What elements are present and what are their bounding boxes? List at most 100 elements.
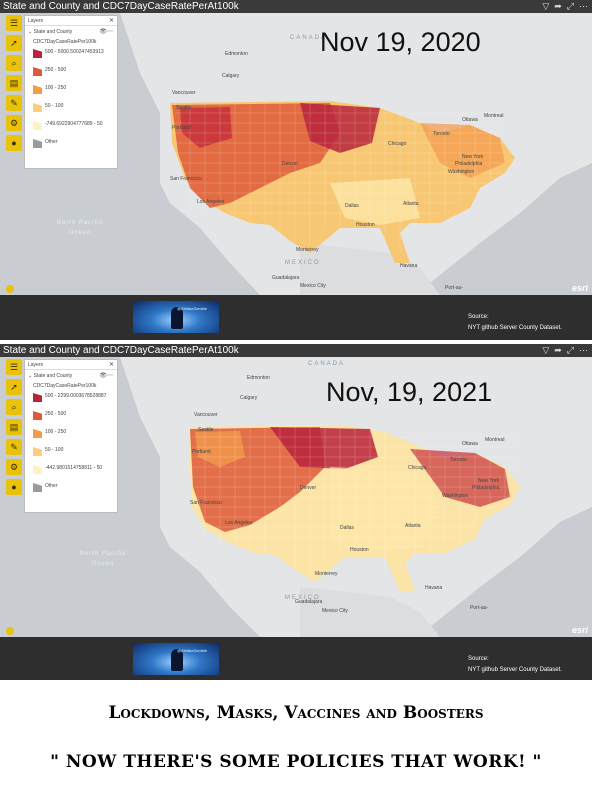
- layers-list-icon[interactable]: ☰: [6, 359, 22, 375]
- city-label: Seattle: [198, 427, 214, 433]
- source-value: NYT github Server County Dataset.: [468, 667, 562, 673]
- map-canvas-2021: [120, 357, 592, 637]
- layers-header: Layers ✕: [25, 360, 117, 370]
- visibility-icon[interactable]: 👁⋯: [99, 373, 113, 379]
- more-icon[interactable]: ⋯: [579, 1, 588, 11]
- city-label: Ottawa: [462, 441, 478, 447]
- filter-icon[interactable]: ▽: [542, 1, 550, 11]
- source-label: Source:: [468, 314, 489, 320]
- app-title: State and County and CDC7DayCaseRatePerA…: [3, 1, 239, 12]
- city-label: Monterrey: [315, 571, 338, 577]
- app-title-bar: State and County and CDC7DayCaseRatePerA…: [0, 0, 592, 13]
- settings-icon[interactable]: ⚙: [6, 459, 22, 475]
- city-label: Mexico City: [300, 283, 326, 289]
- city-label: Ottawa: [462, 117, 478, 123]
- city-label: Montreal: [484, 113, 504, 119]
- city-label: Denver: [282, 161, 299, 167]
- legend-label: 500 - 5000.500247453913: [45, 49, 104, 55]
- legend-label: 500 - 2299.0003678528887: [45, 393, 107, 399]
- legend-icon[interactable]: ▤: [6, 75, 22, 91]
- legend-label: 50 - 100: [45, 447, 64, 453]
- legend-item: 50 - 100: [25, 101, 117, 119]
- search-icon[interactable]: ⌕: [6, 399, 22, 415]
- map-view[interactable]: CANADA MEXICO North Pacific Ocean Edmont…: [0, 357, 592, 637]
- legend-item: 100 - 250: [25, 427, 117, 445]
- east-zone: [420, 123, 505, 178]
- layer-name: State and County: [33, 373, 73, 379]
- layer-row[interactable]: ⌄ State and County 👁⋯: [25, 370, 117, 381]
- close-icon[interactable]: ✕: [108, 18, 114, 24]
- visibility-icon[interactable]: 👁⋯: [99, 29, 113, 35]
- filter-icon[interactable]: ▽: [542, 345, 550, 355]
- city-label: Denver: [300, 485, 317, 491]
- county-grid: [192, 427, 515, 582]
- layers-header: Layers ✕: [25, 16, 117, 26]
- select-icon[interactable]: ➚: [6, 35, 22, 51]
- expand-icon[interactable]: ⤢: [566, 345, 574, 355]
- legend-label: -442.9801514758811 - 50: [45, 465, 103, 471]
- locate-icon[interactable]: [6, 285, 14, 293]
- search-icon[interactable]: ⌕: [6, 55, 22, 71]
- select-icon[interactable]: ➚: [6, 379, 22, 395]
- legend-item: 500 - 2299.0003678528887: [25, 391, 117, 409]
- legend-swatch: [33, 67, 42, 76]
- settings-icon[interactable]: ⚙: [6, 115, 22, 131]
- map-toolbar: ☰ ➚ ⌕ ▤ ✎ ⚙ ●: [6, 359, 22, 495]
- expand-icon[interactable]: ⤢: [566, 1, 574, 11]
- zombie-figure-icon: [171, 649, 183, 671]
- footer: @AWakeZombie Source: NYT github Server C…: [0, 295, 592, 340]
- esri-logo: esri: [571, 283, 588, 293]
- south-zone: [330, 178, 420, 225]
- layers-panel: Layers ✕ ⌄ State and County 👁⋯ CDC7DayCa…: [24, 359, 118, 513]
- legend-label: Other: [45, 483, 58, 489]
- ocean-label: North Pacific Ocean: [56, 220, 104, 236]
- source-text: Source: NYT github Server County Dataset…: [468, 654, 562, 676]
- layer-row[interactable]: ⌄ State and County 👁⋯: [25, 26, 117, 37]
- city-label: Atlanta: [403, 201, 419, 207]
- city-label: Chicago: [408, 465, 427, 471]
- info-icon[interactable]: ●: [6, 135, 22, 151]
- date-annotation: Nov 19, 2020: [320, 27, 481, 57]
- legend-icon[interactable]: ▤: [6, 419, 22, 435]
- legend-swatch: [33, 139, 42, 148]
- ocean-label: North Pacific Ocean: [79, 551, 127, 567]
- layers-header-label: Layers: [28, 362, 44, 368]
- measure-icon[interactable]: ✎: [6, 439, 22, 455]
- city-label: Philadelphia: [455, 161, 483, 167]
- city-label: Portland: [172, 125, 191, 131]
- legend-label: 50 - 100: [45, 103, 64, 109]
- city-label: Calgary: [240, 395, 258, 401]
- layers-header-label: Layers: [28, 18, 44, 24]
- legend-label: 250 - 500: [45, 67, 67, 73]
- field-title: CDC7DayCaseRatePer100k: [33, 383, 97, 389]
- map-canvas-2020: [120, 13, 592, 295]
- app-title-bar: State and County and CDC7DayCaseRatePerA…: [0, 344, 592, 357]
- layers-panel: Layers ✕ ⌄ State and County 👁⋯ CDC7DayCa…: [24, 15, 118, 169]
- mexico-land: [300, 587, 440, 637]
- app-title: State and County and CDC7DayCaseRatePerA…: [3, 345, 239, 356]
- map-view[interactable]: CANADA MEXICO North Pacific Ocean Edmont…: [0, 13, 592, 295]
- field-title: CDC7DayCaseRatePer100k: [33, 39, 97, 45]
- city-label: Havana: [425, 585, 443, 591]
- legend-item: -442.9801514758811 - 50: [25, 463, 117, 481]
- chevron-down-icon[interactable]: ⌄: [28, 373, 33, 379]
- more-icon[interactable]: ⋯: [579, 345, 588, 355]
- city-label: Guadalajara: [295, 599, 323, 605]
- caption-line-1: Lockdowns, Masks, Vaccines and Boosters: [108, 703, 484, 723]
- share-icon[interactable]: ➦: [554, 1, 562, 11]
- share-icon[interactable]: ➦: [554, 345, 562, 355]
- locate-icon[interactable]: [6, 627, 14, 635]
- measure-icon[interactable]: ✎: [6, 95, 22, 111]
- chevron-down-icon[interactable]: ⌄: [28, 29, 33, 35]
- caption-line-2: " NOW THERE'S SOME POLICIES THAT WORK! ": [50, 752, 542, 772]
- legend-swatch: [33, 121, 42, 130]
- zombie-figure-icon: [171, 307, 183, 329]
- county-grid: [175, 103, 505, 253]
- city-label: Los Angeles: [197, 199, 225, 205]
- close-icon[interactable]: ✕: [108, 362, 114, 368]
- source-text: Source: NYT github Server County Dataset…: [468, 312, 562, 334]
- city-label: Chicago: [388, 141, 407, 147]
- info-icon[interactable]: ●: [6, 479, 22, 495]
- layers-list-icon[interactable]: ☰: [6, 15, 22, 31]
- legend-swatch: [33, 103, 42, 112]
